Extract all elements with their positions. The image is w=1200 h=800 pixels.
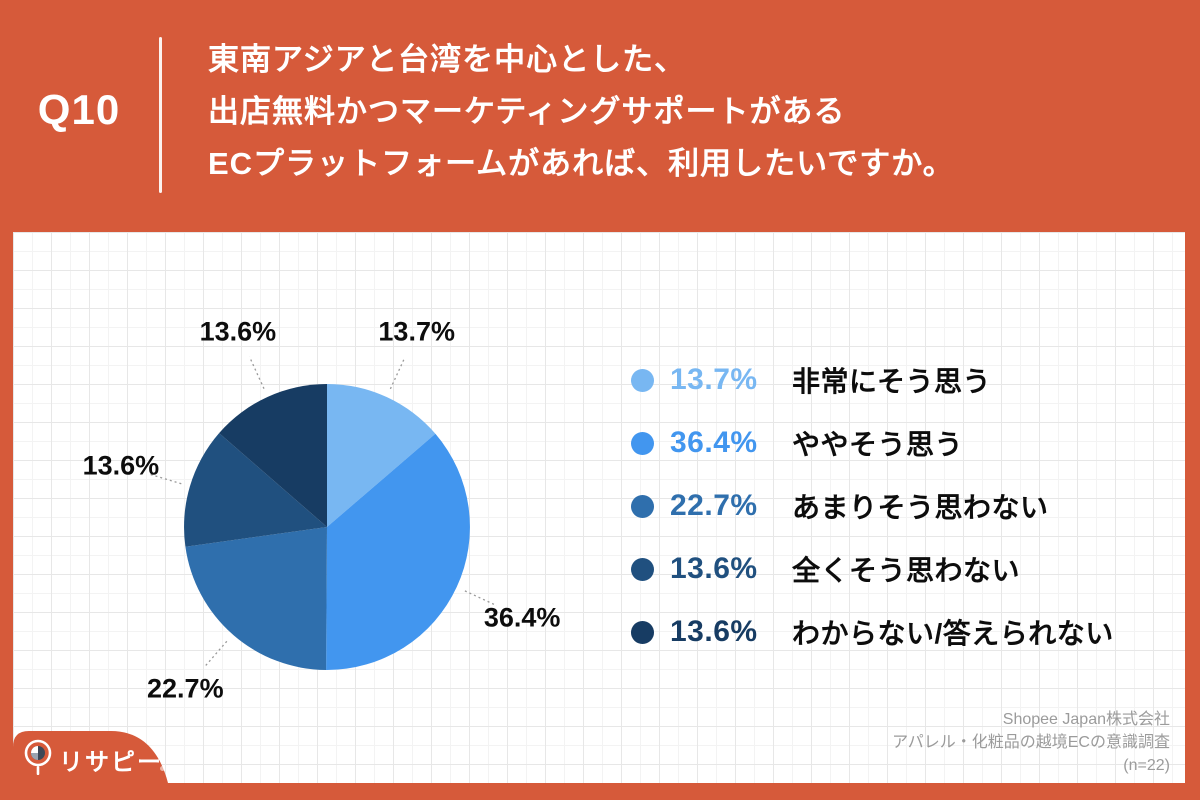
question-line-1: 東南アジアと台湾を中心とした、	[208, 42, 687, 77]
legend-percent: 36.4%	[670, 426, 758, 459]
legend: 13.7% 非常にそう思う 36.4% ややそう思う 22.7% あまりそう思わない 13.…	[631, 360, 1114, 675]
legend-color-dot	[631, 431, 654, 455]
legend-percent: 13.7%	[670, 363, 758, 396]
legend-percent: 13.6%	[670, 615, 758, 648]
legend-label: あまりそう思わない	[792, 492, 1049, 523]
source-line-1: Shopee Japan株式会社	[1002, 711, 1170, 728]
logo-trailing-dot	[160, 766, 165, 771]
question-header: Q10 東南アジアと台湾を中心とした、 出店無料かつマーケティングサポートがある…	[0, 0, 1200, 232]
legend-label: 非常にそう思う	[792, 366, 991, 397]
pie-leader-line	[203, 640, 228, 669]
pie-leader-line	[389, 356, 406, 390]
legend-item-1: 13.7% 非常にそう思う	[631, 360, 1114, 400]
pie-leader-line	[464, 590, 497, 607]
pie-value-label: 13.6%	[200, 316, 277, 346]
legend-label: わからない/答えられない	[792, 618, 1114, 649]
pie-slice-4	[184, 433, 327, 547]
legend-item-2: 36.4% ややそう思う	[631, 423, 1114, 463]
source-line-2: アパレル・化粧品の越境ECの意識調査	[892, 734, 1170, 751]
pie-chart: 13.7% 36.4% 22.7% 13.6% 13.6%	[83, 316, 561, 704]
chart-card: 13.7% 36.4% 22.7% 13.6% 13.6% 13.7% 非常にそう思う 36…	[13, 232, 1185, 783]
legend-label: 全くそう思わない	[792, 555, 1021, 586]
source-line-3: (n=22)	[1123, 757, 1170, 774]
pie-slice-1	[327, 384, 436, 527]
pie-slice-2	[326, 433, 470, 671]
header-divider	[159, 37, 162, 193]
logo-text: リサピー	[59, 749, 163, 776]
pie-leader-line	[147, 473, 182, 485]
legend-color-dot	[631, 557, 654, 581]
legend-color-dot	[631, 368, 654, 392]
legend-percent: 13.6%	[670, 552, 758, 585]
question-line-2: 出店無料かつマーケティングサポートがある	[208, 94, 846, 129]
pie-value-label: 13.7%	[378, 317, 455, 347]
resapee-logo: リサピー	[13, 731, 181, 783]
legend-item-5: 13.6% わからない/答えられない	[631, 612, 1114, 652]
legend-percent: 22.7%	[670, 489, 758, 522]
legend-color-dot	[631, 494, 654, 518]
logo-background-shape	[13, 731, 168, 783]
legend-label: ややそう思う	[792, 429, 964, 460]
pie-value-label: 13.6%	[83, 451, 160, 481]
magnifier-pie-icon	[24, 739, 52, 775]
legend-item-3: 22.7% あまりそう思わない	[631, 486, 1114, 526]
pie-slice-5	[219, 384, 327, 527]
pie-leader-line	[248, 356, 265, 389]
question-number: Q10	[37, 86, 121, 133]
pie-value-label: 22.7%	[147, 674, 224, 704]
question-line-3: ECプラットフォームがあれば、利用したいですか。	[208, 146, 955, 181]
source-note: Shopee Japan株式会社 アパレル・化粧品の越境ECの意識調査 (n=2…	[892, 708, 1170, 777]
pie-slice-3	[185, 527, 327, 670]
pie-value-label: 36.4%	[484, 602, 561, 632]
question-text: 東南アジアと台湾を中心とした、 出店無料かつマーケティングサポートがある ECプ…	[208, 34, 955, 190]
legend-color-dot	[631, 620, 654, 644]
legend-item-4: 13.6% 全くそう思わない	[631, 549, 1114, 589]
